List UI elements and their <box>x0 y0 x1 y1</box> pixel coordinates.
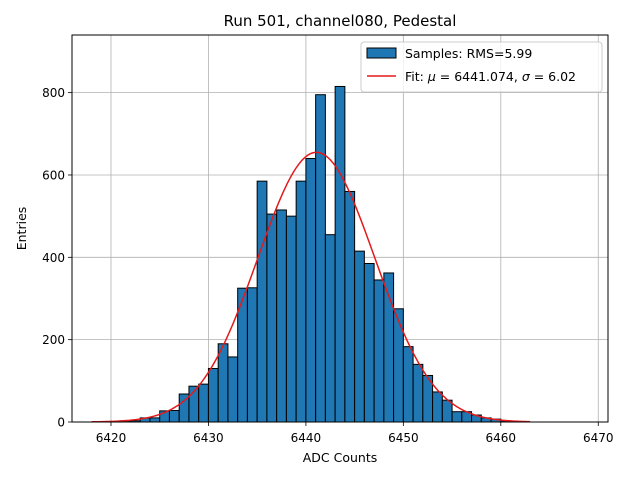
y-tick-label: 0 <box>57 416 65 430</box>
chart-title: Run 501, channel080, Pedestal <box>224 12 457 30</box>
histogram-bar <box>295 180 307 423</box>
legend: Samples: RMS=5.99 Fit: μ = 6441.074, σ =… <box>360 41 603 93</box>
histogram-bar <box>285 215 297 423</box>
histogram-bar <box>207 367 219 423</box>
histogram-bar <box>246 287 258 423</box>
x-tick-label: 6440 <box>291 431 322 445</box>
histogram-bar <box>334 85 346 423</box>
histogram-bar <box>227 356 239 423</box>
histogram-bar <box>315 94 326 423</box>
axis-ticks: 6420 6430 6440 6450 6460 6470 0 200 400 600 800 <box>42 86 613 445</box>
legend-mu-symbol: μ <box>427 69 436 84</box>
y-tick-label: 800 <box>42 86 65 100</box>
legend-sigma-symbol: σ <box>522 69 531 84</box>
histogram-bar <box>266 213 278 423</box>
histogram-bar <box>168 409 180 423</box>
legend-fit-prefix: Fit: <box>405 69 428 84</box>
histogram-bar <box>363 262 375 423</box>
histogram-bar <box>344 190 356 423</box>
histogram-bar <box>393 308 404 423</box>
x-tick-label: 6460 <box>486 431 517 445</box>
histogram-bar <box>451 411 463 423</box>
x-tick-label: 6420 <box>96 431 127 445</box>
x-tick-label: 6450 <box>388 431 419 445</box>
x-tick-label: 6430 <box>193 431 224 445</box>
legend-box <box>360 41 603 93</box>
y-axis-label: Entries <box>14 207 29 251</box>
legend-swatch-samples <box>366 47 397 59</box>
histogram-bars <box>120 85 512 423</box>
legend-label-samples: Samples: RMS=5.99 <box>405 46 532 61</box>
histogram-bar <box>354 250 365 423</box>
histogram-bar <box>324 234 336 423</box>
legend-sigma-text: = 6.02 <box>530 69 576 84</box>
legend-mu-text: = 6441.074, <box>436 69 522 84</box>
histogram-bar <box>256 180 268 423</box>
y-tick-label: 200 <box>42 333 65 347</box>
histogram-bar <box>402 346 414 423</box>
plot-frame <box>71 34 609 423</box>
histogram-bar <box>432 391 443 423</box>
histogram-bar <box>412 363 424 423</box>
y-tick-label: 600 <box>42 168 65 182</box>
y-tick-label: 400 <box>42 251 65 265</box>
legend-label-fit: Fit: μ = 6441.074, σ = 6.02 <box>405 69 576 84</box>
histogram-bar <box>198 383 209 423</box>
histogram-bar <box>441 399 453 423</box>
gaussian-fit-curve <box>91 151 531 423</box>
x-axis-label: ADC Counts <box>303 450 378 465</box>
histogram-bar <box>305 158 317 423</box>
x-tick-label: 6470 <box>583 431 614 445</box>
histogram-bar <box>217 343 229 423</box>
histogram-bar <box>149 417 161 423</box>
histogram-bar <box>276 209 287 423</box>
histogram-bar <box>373 279 385 423</box>
